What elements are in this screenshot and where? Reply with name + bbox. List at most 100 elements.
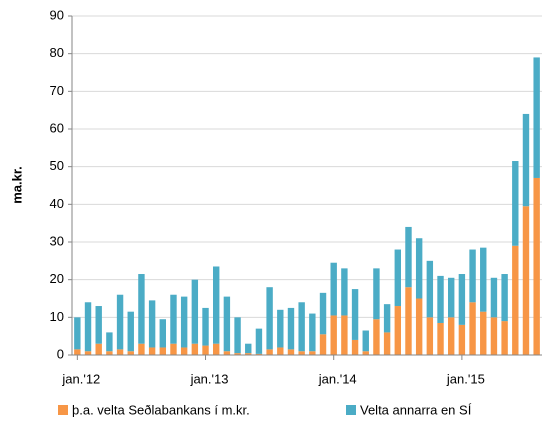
bar-segment — [373, 319, 380, 355]
bar-segment — [458, 324, 466, 355]
bar-segment — [106, 332, 113, 352]
bar-segment — [159, 319, 166, 348]
bar-segment — [277, 309, 284, 348]
bar-segment — [287, 349, 295, 355]
bar-segment — [341, 315, 348, 355]
bar-segment — [138, 343, 145, 355]
bar-segment — [512, 161, 519, 246]
bar-segment — [351, 289, 359, 340]
bar-segment — [170, 343, 177, 355]
legend-label: þ.a. velta Seðlabankans í m.kr. — [72, 402, 250, 417]
x-tick-label: jan.'14 — [318, 371, 357, 386]
y-tick-label: 40 — [50, 196, 64, 211]
bar-segment — [522, 206, 530, 355]
bar-segment — [480, 311, 487, 355]
y-tick-label: 20 — [50, 271, 64, 286]
bar-segment — [415, 298, 423, 355]
y-tick-label: 30 — [50, 233, 64, 248]
bar-segment — [394, 306, 401, 355]
x-tick-label: jan.'15 — [446, 371, 485, 386]
bar-segment — [191, 343, 199, 355]
bar-segment — [405, 226, 412, 288]
bar-segment — [415, 238, 423, 299]
bar-segment — [330, 315, 337, 355]
bar-segment — [533, 177, 540, 355]
bar-segment — [383, 332, 391, 355]
bar-segment — [266, 287, 273, 350]
bar-segment — [501, 321, 508, 355]
bar-segment — [469, 249, 476, 303]
bar-segment — [116, 349, 124, 355]
bar-segment — [437, 322, 444, 355]
bar-segment — [213, 266, 220, 344]
bar-segment — [138, 274, 145, 344]
bar-segment — [180, 347, 188, 355]
bar-segment — [84, 302, 92, 352]
bar-segment — [437, 275, 444, 323]
y-tick-label: 80 — [50, 45, 64, 60]
x-tick-label: jan.'13 — [190, 371, 229, 386]
bar-segment — [245, 343, 252, 354]
bar-segment — [405, 287, 412, 355]
bar-segment — [213, 343, 220, 355]
bar-segment — [426, 260, 434, 318]
bar-segment — [74, 349, 81, 355]
bar-segment — [180, 296, 188, 348]
bar-segment — [309, 313, 316, 352]
bar-segment — [383, 304, 391, 333]
bar-segment — [458, 274, 466, 325]
bar-segment — [330, 262, 337, 316]
bar-segment — [116, 294, 124, 350]
bar-segment — [170, 294, 177, 344]
bar-segment — [74, 317, 81, 350]
bar-segment — [351, 339, 359, 355]
y-axis-title: ma.kr. — [9, 166, 24, 204]
bar-segment — [522, 113, 530, 207]
bar-segment — [298, 302, 305, 352]
bar-segment — [255, 353, 263, 355]
bar-segment — [255, 328, 263, 354]
bar-segment — [95, 343, 102, 355]
bar-segment — [223, 296, 231, 352]
bar-segment — [319, 292, 327, 335]
bar-segment — [490, 317, 498, 355]
bar-segment — [106, 351, 113, 355]
bar-segment — [127, 311, 134, 352]
y-tick-label: 60 — [50, 120, 64, 135]
bar-segment — [223, 351, 231, 355]
bar-segment — [480, 247, 487, 312]
bar-segment — [309, 351, 316, 355]
bar-segment — [501, 274, 508, 322]
bar-segment — [148, 300, 156, 348]
bar-segment — [277, 347, 284, 355]
bar-segment — [373, 268, 380, 320]
bar-segment — [490, 277, 498, 318]
bar-segment — [191, 279, 199, 344]
bar-segment — [245, 353, 252, 355]
bar-segment — [95, 306, 102, 344]
bar-segment — [512, 245, 519, 355]
bar-segment — [448, 317, 455, 355]
x-tick-label: jan.'12 — [61, 371, 100, 386]
bar-segment — [533, 57, 540, 178]
bar-segment — [234, 353, 241, 355]
bar-segment — [84, 351, 92, 355]
bar-segment — [362, 330, 369, 352]
bar-segment — [341, 268, 348, 316]
bar-segment — [266, 349, 273, 355]
bar-segment — [469, 302, 476, 355]
y-tick-label: 0 — [57, 346, 64, 361]
bar-segment — [426, 317, 434, 355]
bar-segment — [362, 351, 369, 355]
bar-segment — [202, 345, 209, 355]
y-tick-label: 70 — [50, 83, 64, 98]
bar-segment — [298, 351, 305, 355]
bar-segment — [448, 277, 455, 318]
legend-swatch — [58, 405, 68, 415]
y-tick-label: 50 — [50, 158, 64, 173]
bar-segment — [202, 307, 209, 346]
bar-segment — [319, 334, 327, 355]
bar-segment — [159, 347, 166, 355]
bar-segment — [394, 249, 401, 307]
